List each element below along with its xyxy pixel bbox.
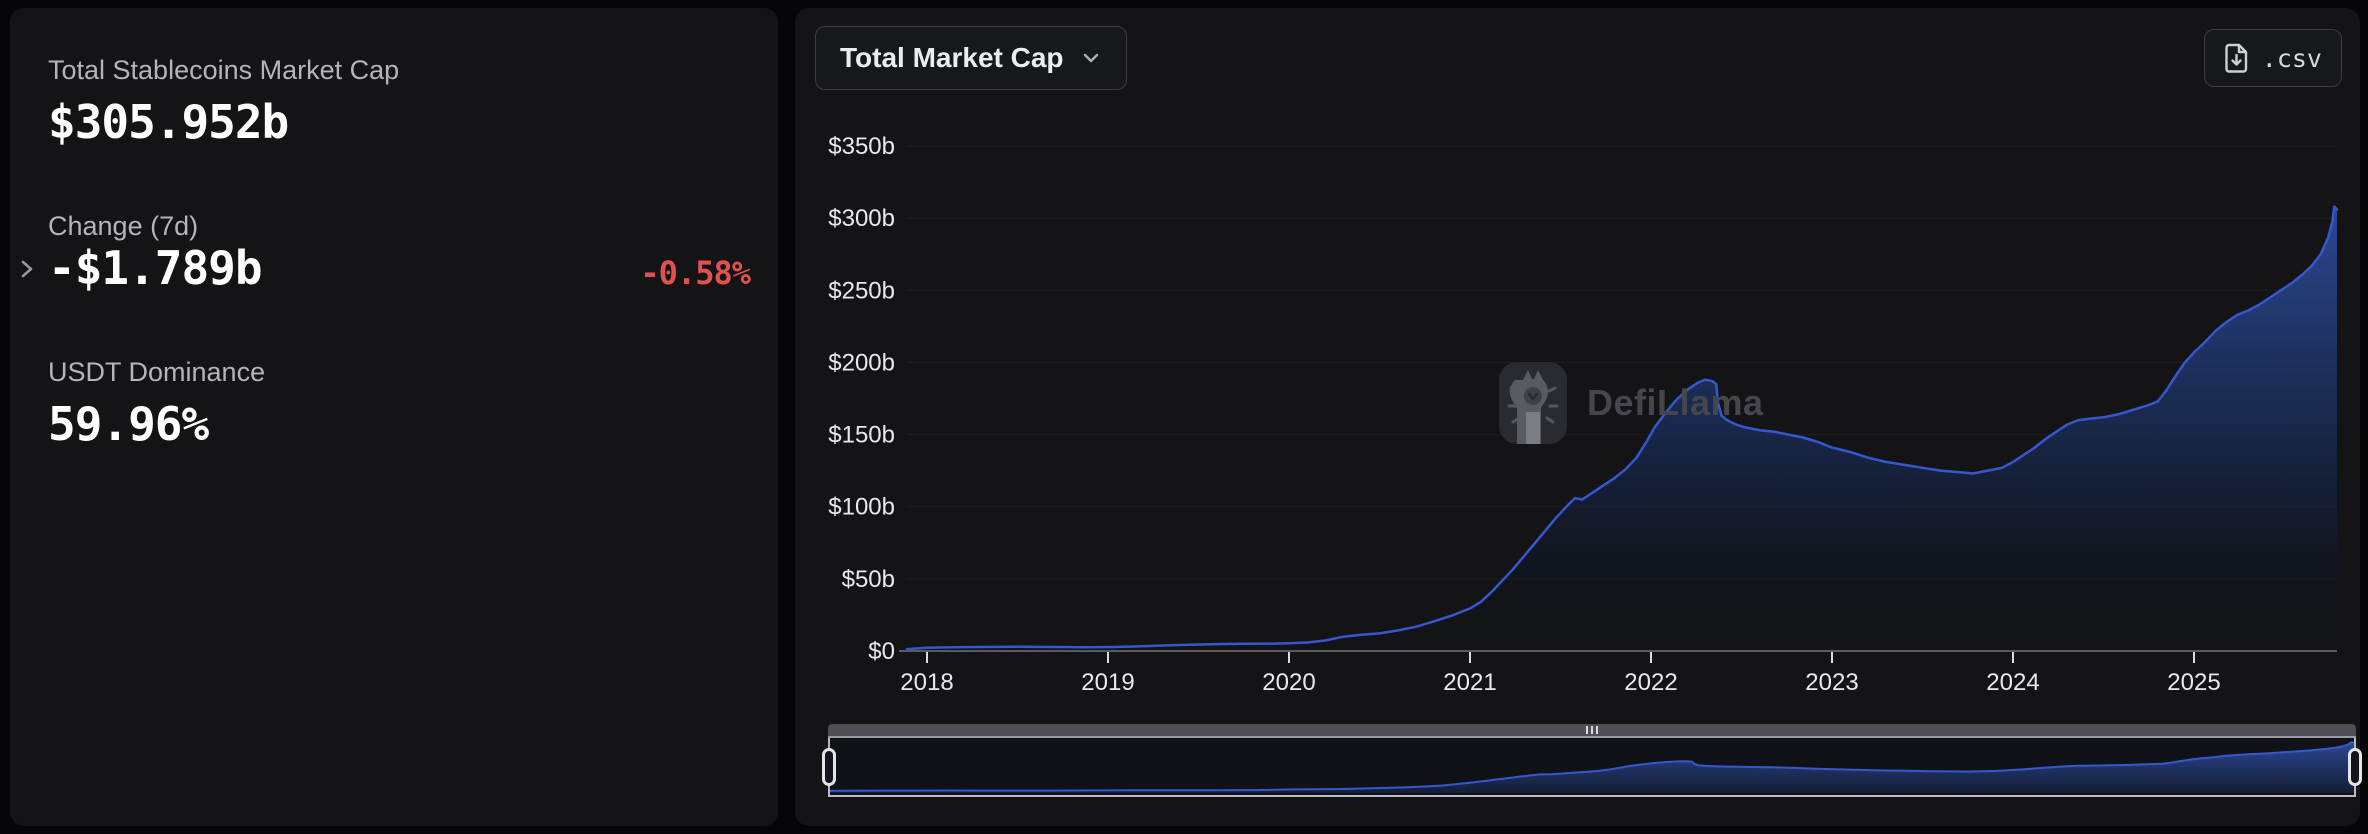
svg-text:2021: 2021 bbox=[1443, 669, 1496, 696]
area-series-fill bbox=[907, 206, 2337, 651]
chart-header: Total Market Cap .csv bbox=[795, 8, 2360, 108]
svg-text:2020: 2020 bbox=[1262, 669, 1315, 696]
brush-minimap[interactable] bbox=[822, 738, 2362, 797]
area-series-line bbox=[905, 205, 2339, 651]
chart-panel: Total Market Cap .csv bbox=[795, 8, 2362, 826]
change-7d-percent: -0.58% bbox=[640, 254, 751, 292]
download-csv-button[interactable]: .csv bbox=[2203, 29, 2342, 87]
stat-total-market-cap: Total Stablecoins Market Cap $305.952b bbox=[48, 54, 748, 148]
svg-text:2024: 2024 bbox=[1986, 669, 2039, 696]
svg-text:2022: 2022 bbox=[1624, 669, 1677, 696]
svg-text:$300b: $300b bbox=[828, 205, 895, 232]
brush-grip-icon bbox=[1586, 726, 1598, 734]
x-axis-ticks bbox=[926, 652, 2195, 663]
svg-text:$50b: $50b bbox=[842, 566, 895, 593]
stat-label: Change (7d) bbox=[48, 211, 199, 241]
metric-dropdown[interactable]: Total Market Cap bbox=[815, 26, 1127, 90]
svg-text:2025: 2025 bbox=[2167, 669, 2220, 696]
stat-value-total-market-cap: $305.952b bbox=[48, 95, 289, 149]
brush-area-fill bbox=[830, 742, 2354, 793]
x-axis-labels: 2018 2019 2020 2021 2022 2023 2024 2025 bbox=[900, 669, 2220, 696]
stats-panel: Total Stablecoins Market Cap $305.952b C… bbox=[10, 8, 778, 826]
stat-label: Total Stablecoins Market Cap bbox=[48, 55, 400, 85]
svg-text:2023: 2023 bbox=[1805, 669, 1858, 696]
file-download-icon bbox=[2224, 43, 2250, 73]
svg-text:$100b: $100b bbox=[828, 494, 895, 521]
brush-handle-left[interactable] bbox=[822, 747, 836, 786]
chevron-right-expander-icon[interactable] bbox=[18, 254, 36, 284]
brush-drag-bar[interactable] bbox=[828, 724, 2356, 738]
svg-text:$0: $0 bbox=[868, 638, 895, 665]
stat-value-change-7d: -$1.789b bbox=[48, 241, 263, 295]
y-axis-labels: $0 $50b $100b $150b $200b $250b $300b $350b bbox=[828, 133, 895, 665]
chevron-down-icon bbox=[1080, 47, 1102, 69]
brush-minimap-chart bbox=[830, 741, 2354, 793]
svg-text:$150b: $150b bbox=[828, 422, 895, 449]
svg-text:2018: 2018 bbox=[900, 669, 953, 696]
chart-range-brush bbox=[822, 724, 2362, 797]
brush-area-line bbox=[830, 741, 2354, 792]
stat-change-7d: Change (7d) -$1.789b -0.58% bbox=[21, 210, 751, 295]
stat-value-usdt-dominance: 59.96% bbox=[48, 397, 209, 451]
svg-text:$350b: $350b bbox=[828, 133, 895, 160]
market-cap-area-chart[interactable]: $0 $50b $100b $150b $200b $250b $300b $350b 2018… bbox=[795, 88, 2360, 718]
csv-button-label: .csv bbox=[2261, 43, 2322, 73]
svg-text:$250b: $250b bbox=[828, 277, 895, 304]
brush-handle-right[interactable] bbox=[2348, 747, 2362, 786]
stat-label: USDT Dominance bbox=[48, 357, 266, 387]
stat-usdt-dominance: USDT Dominance 59.96% bbox=[48, 356, 748, 450]
svg-text:$200b: $200b bbox=[828, 349, 895, 376]
metric-dropdown-label: Total Market Cap bbox=[840, 42, 1064, 73]
svg-text:2019: 2019 bbox=[1081, 669, 1134, 696]
